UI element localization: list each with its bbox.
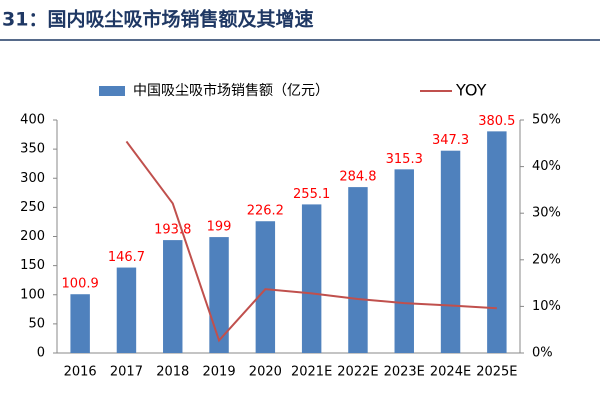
bar [301, 204, 322, 353]
y2-tick-label: 40% [532, 159, 561, 174]
y-tick-label: 250 [20, 200, 45, 215]
y-tick-label: 150 [20, 258, 45, 273]
bar [487, 131, 507, 353]
bar [255, 221, 276, 353]
y-tick-label: 300 [20, 171, 45, 186]
x-tick-label: 2018 [156, 365, 189, 380]
y-tick-label: 200 [20, 229, 45, 244]
y-tick-label: 100 [20, 287, 45, 302]
value-label: 284.8 [339, 170, 376, 185]
x-tick-label: 2016 [64, 365, 97, 380]
legend-swatch [99, 86, 125, 96]
x-tick-label: 2021E [291, 365, 332, 380]
value-label: 193.8 [154, 223, 191, 238]
y2-tick-label: 30% [532, 206, 561, 221]
line [125, 140, 497, 343]
y-tick-label: 350 [20, 142, 45, 157]
x-tick-label: 2020 [249, 365, 282, 380]
value-label: 199 [207, 220, 232, 235]
legend-label: 中国吸尘吸市场销售额（亿元） [133, 82, 329, 99]
bar [440, 150, 461, 353]
bar [348, 187, 368, 353]
x-tick-label: 2025E [476, 365, 517, 380]
y2-tick-label: 0% [532, 346, 553, 361]
bar [163, 240, 183, 353]
value-label: 380.5 [478, 114, 515, 129]
x-tick-label: 2017 [110, 365, 143, 380]
bar [116, 267, 137, 353]
chart-title: 31：国内吸尘吸市场销售额及其增速 [2, 8, 313, 31]
y2-tick-label: 50% [532, 113, 561, 128]
legend-label: YOY [455, 81, 487, 100]
x-tick-label: 2024E [430, 365, 471, 380]
y-tick-label: 50 [28, 316, 45, 331]
value-label: 255.1 [293, 187, 330, 202]
value-label: 100.9 [62, 277, 99, 292]
y-tick-label: 0 [37, 346, 45, 361]
y-tick-label: 400 [20, 113, 45, 128]
value-label: 315.3 [386, 152, 423, 167]
value-label: 226.2 [247, 204, 284, 219]
y2-tick-label: 10% [532, 299, 561, 314]
value-label: 146.7 [108, 250, 145, 265]
bar [70, 294, 90, 353]
bar [394, 169, 414, 353]
value-label: 347.3 [432, 133, 469, 148]
x-tick-label: 2022E [337, 365, 378, 380]
y2-tick-label: 20% [532, 252, 561, 267]
bar [209, 237, 229, 353]
x-tick-label: 2019 [203, 365, 236, 380]
x-tick-label: 2023E [384, 365, 425, 380]
